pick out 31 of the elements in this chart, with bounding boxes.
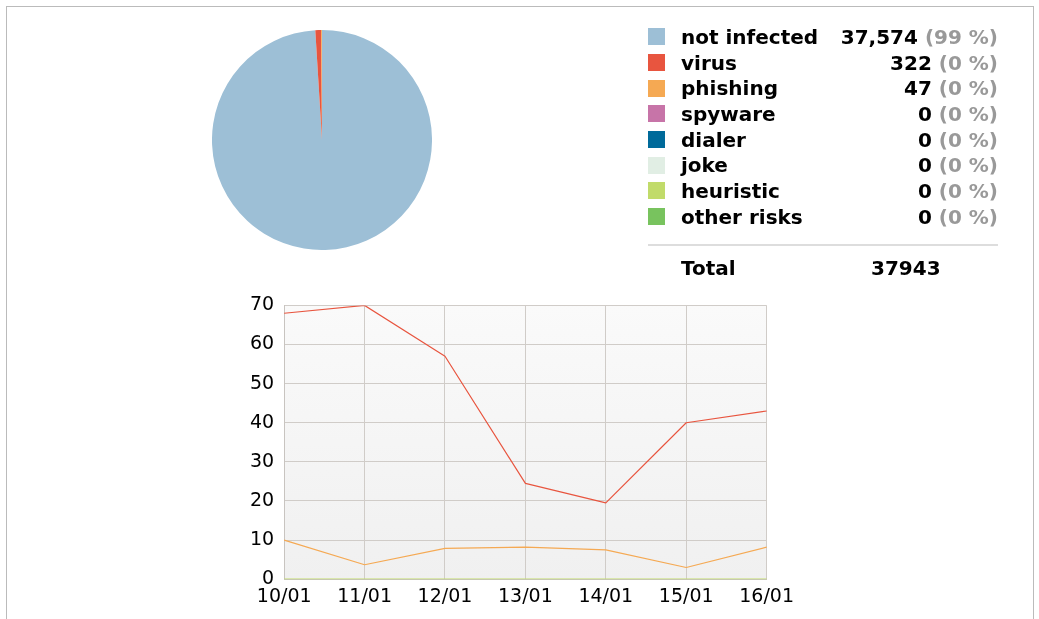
x-tick-label: 16/01 xyxy=(739,583,795,606)
y-tick-label: 70 xyxy=(249,292,275,315)
x-tick-label: 11/01 xyxy=(337,583,392,606)
legend-label: phishing xyxy=(681,76,779,101)
text: 0 (0 %) xyxy=(917,153,998,178)
text: 37943 xyxy=(871,255,941,280)
x-tick-label: 14/01 xyxy=(578,583,634,606)
y-tick-label: 60 xyxy=(249,331,275,354)
y-tick-label: 50 xyxy=(249,370,275,393)
text: 0 (0 %) xyxy=(917,204,998,229)
legend-label: joke xyxy=(681,153,729,178)
text: 0 (0 %) xyxy=(917,178,998,203)
data-label: 37,574 (99 %) xyxy=(840,24,998,49)
data-label: 47 (0 %) xyxy=(904,76,998,101)
legend-label: other risks xyxy=(681,204,804,229)
legend-label: dialer xyxy=(681,127,747,152)
text: Total xyxy=(681,255,737,280)
legend-label: virus xyxy=(681,50,738,75)
x-tick-label: 12/01 xyxy=(417,583,473,606)
x-tick-label: 13/01 xyxy=(498,583,553,606)
data-label: 322 (0 %) xyxy=(890,50,998,75)
legend-label: heuristic xyxy=(681,178,781,203)
text: 0 (0 %) xyxy=(917,101,998,126)
legend-label: not infected xyxy=(681,24,820,49)
y-tick-label: 10 xyxy=(249,527,275,550)
y-tick-label: 20 xyxy=(249,487,275,510)
y-tick-label: 40 xyxy=(249,409,275,432)
y-tick-label: 30 xyxy=(249,448,275,471)
text: 0 (0 %) xyxy=(917,127,998,152)
x-tick-label: 15/01 xyxy=(658,583,714,606)
legend-label: spyware xyxy=(681,101,777,126)
